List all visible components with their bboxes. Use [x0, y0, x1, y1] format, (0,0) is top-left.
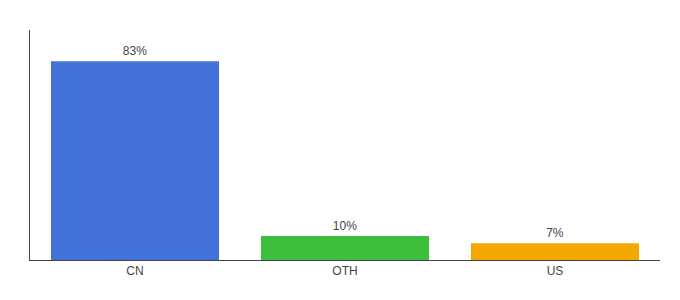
svg-text:OTH: OTH [332, 264, 357, 278]
svg-text:83%: 83% [123, 44, 147, 58]
svg-text:10%: 10% [333, 219, 357, 233]
svg-text:US: US [547, 264, 564, 278]
svg-text:CN: CN [126, 264, 143, 278]
svg-text:7%: 7% [546, 226, 564, 240]
